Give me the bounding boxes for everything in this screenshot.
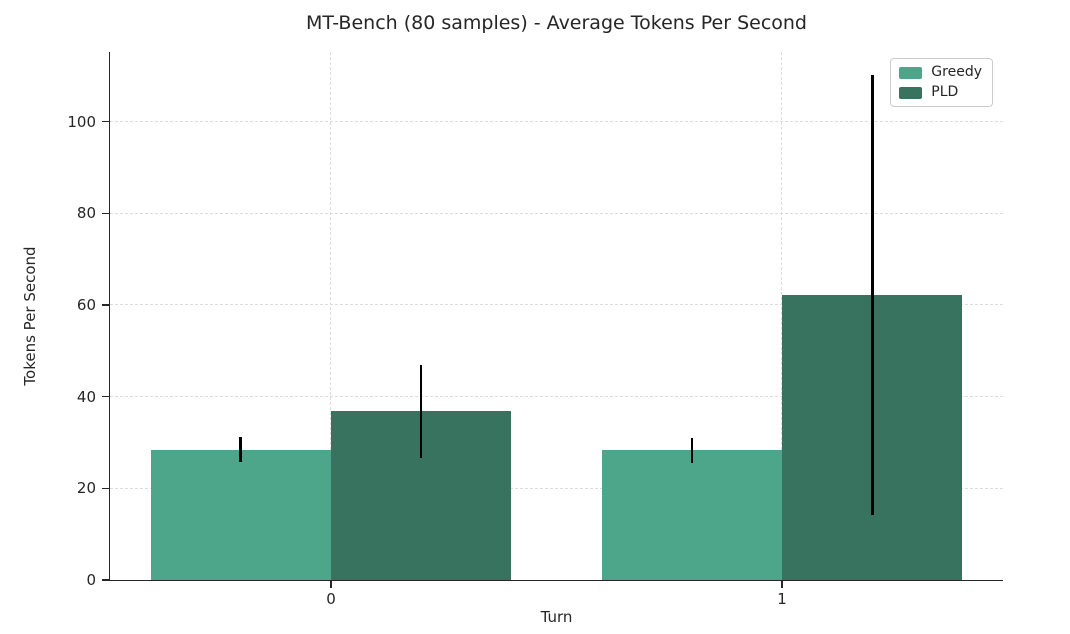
bar-greedy-turn0: [150, 449, 331, 580]
y-tick-label: 0: [86, 571, 96, 589]
error-bar-pld-turn1: [870, 74, 874, 515]
gridline-horizontal: [110, 487, 1003, 489]
gridline-vertical: [330, 52, 332, 580]
legend-item-greedy: Greedy: [899, 65, 982, 80]
y-tick: [101, 121, 109, 123]
x-axis-spine: [108, 580, 1003, 582]
gridline-vertical: [781, 52, 783, 580]
y-axis-spine: [108, 52, 110, 582]
y-tick: [101, 304, 109, 306]
gridline-horizontal: [110, 121, 1003, 123]
y-tick: [101, 579, 109, 581]
greedy-swatch-icon: [899, 66, 923, 79]
plot-area: 0 20 40 60 80 100 0 1: [67, 52, 1003, 608]
x-axis-label: Turn: [540, 608, 573, 626]
gridline-horizontal: [110, 304, 1003, 306]
legend-label: Greedy: [931, 64, 982, 80]
x-tick-label: 0: [326, 590, 336, 608]
bar-greedy-turn1: [601, 450, 782, 580]
y-tick: [101, 212, 109, 214]
error-bar-pld-turn0: [419, 364, 423, 459]
gridline-horizontal: [110, 396, 1003, 398]
y-axis-label: Tokens Per Second: [21, 246, 39, 386]
y-tick-label: 40: [76, 387, 96, 406]
gridline-horizontal: [110, 212, 1003, 214]
legend: Greedy PLD: [890, 58, 993, 107]
error-bar-greedy-turn1: [690, 437, 694, 463]
y-tick-label: 80: [76, 204, 96, 223]
y-tick-label: 60: [76, 296, 96, 314]
error-bar-greedy-turn0: [239, 437, 243, 463]
chart-title: MT-Bench (80 samples) - Average Tokens P…: [306, 12, 807, 34]
x-tick: [781, 581, 783, 589]
y-tick-label: 20: [76, 479, 96, 498]
pld-swatch-icon: [899, 86, 923, 99]
y-tick-label: 100: [67, 112, 96, 131]
x-tick-label: 1: [777, 590, 787, 608]
legend-label: PLD: [931, 84, 959, 100]
legend-item-pld: PLD: [899, 85, 982, 100]
y-tick: [101, 396, 109, 398]
y-tick: [101, 487, 109, 489]
x-tick: [330, 581, 332, 589]
